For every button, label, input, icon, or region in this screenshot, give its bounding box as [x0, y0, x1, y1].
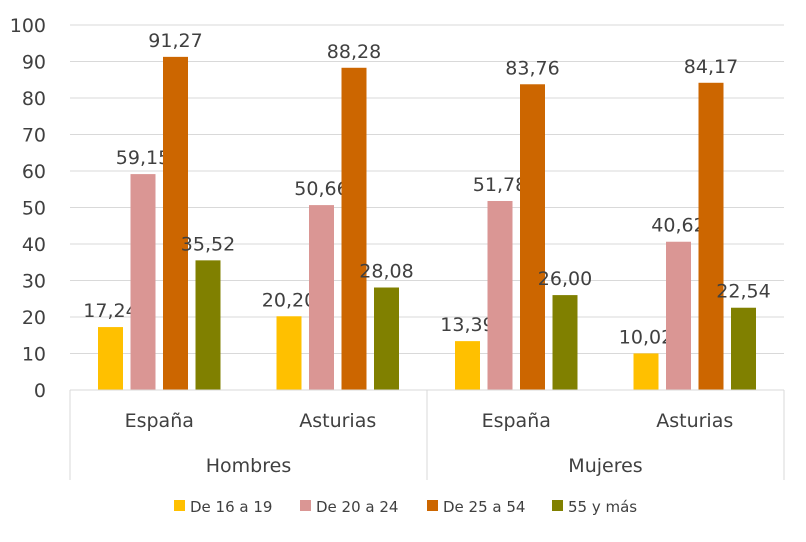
- bar: [698, 82, 724, 390]
- bar: [552, 295, 578, 390]
- y-tick-label: 90: [22, 52, 46, 74]
- bars: 17,24 20,20 13,39 10,02 59,15 50,66 51,78 40,62…: [83, 30, 771, 390]
- bar: [731, 307, 756, 390]
- bar: [309, 205, 334, 390]
- data-label: 28,08: [359, 261, 413, 283]
- legend: De 16 a 19 De 20 a 24 De 25 a 54 55 y más: [174, 498, 637, 516]
- bar: [487, 201, 513, 390]
- legend-swatch: [427, 500, 438, 511]
- y-tick-label: 10: [22, 344, 46, 366]
- data-label: 35,52: [181, 233, 235, 255]
- bar: [163, 56, 188, 390]
- y-axis: 0 10 20 30 40 50 60 70 80 90 100: [10, 15, 46, 402]
- data-label: 84,17: [684, 56, 738, 78]
- bar: [98, 327, 123, 390]
- category-label: Asturias: [656, 410, 733, 432]
- data-label: 26,00: [538, 268, 592, 290]
- y-tick-label: 0: [34, 380, 46, 402]
- category-label: España: [482, 410, 551, 432]
- bar: [666, 241, 691, 390]
- data-label: 91,27: [148, 30, 202, 52]
- data-label: 59,15: [116, 147, 170, 169]
- y-tick-label: 80: [22, 88, 46, 110]
- data-label: 20,20: [262, 289, 316, 311]
- legend-label: De 16 a 19: [190, 498, 272, 516]
- data-label: 50,66: [294, 178, 348, 200]
- data-label: 51,78: [473, 174, 527, 196]
- group-label: Mujeres: [568, 455, 642, 477]
- bar: [455, 341, 480, 390]
- legend-label: De 20 a 24: [316, 498, 398, 516]
- y-tick-label: 40: [22, 234, 46, 256]
- legend-swatch: [552, 500, 563, 511]
- data-label: 83,76: [505, 57, 559, 79]
- bar: [276, 316, 302, 390]
- bar: [130, 174, 156, 390]
- data-label: 88,28: [327, 41, 381, 63]
- bar: [633, 353, 659, 390]
- category-label: Asturias: [299, 410, 376, 432]
- data-label: 13,39: [440, 314, 494, 336]
- y-tick-label: 30: [22, 271, 46, 293]
- bar: [341, 67, 367, 390]
- y-tick-label: 60: [22, 161, 46, 183]
- legend-swatch: [300, 500, 311, 511]
- data-label: 40,62: [651, 215, 705, 237]
- bar: [374, 287, 399, 390]
- data-label: 17,24: [83, 300, 137, 322]
- data-label: 10,02: [619, 326, 673, 348]
- legend-label: De 25 a 54: [443, 498, 525, 516]
- y-tick-label: 70: [22, 125, 46, 147]
- bar: [195, 260, 221, 390]
- gridlines: [70, 24, 784, 354]
- y-tick-label: 20: [22, 307, 46, 329]
- legend-label: 55 y más: [568, 498, 637, 516]
- category-label: España: [125, 410, 194, 432]
- group-label: Hombres: [206, 455, 291, 477]
- y-tick-label: 50: [22, 198, 46, 220]
- x-axis: España Asturias España Asturias Hombres Mujer…: [69, 389, 785, 480]
- bar: [520, 84, 545, 390]
- legend-swatch: [174, 500, 185, 511]
- y-tick-label: 100: [10, 15, 46, 37]
- data-label: 22,54: [716, 281, 770, 303]
